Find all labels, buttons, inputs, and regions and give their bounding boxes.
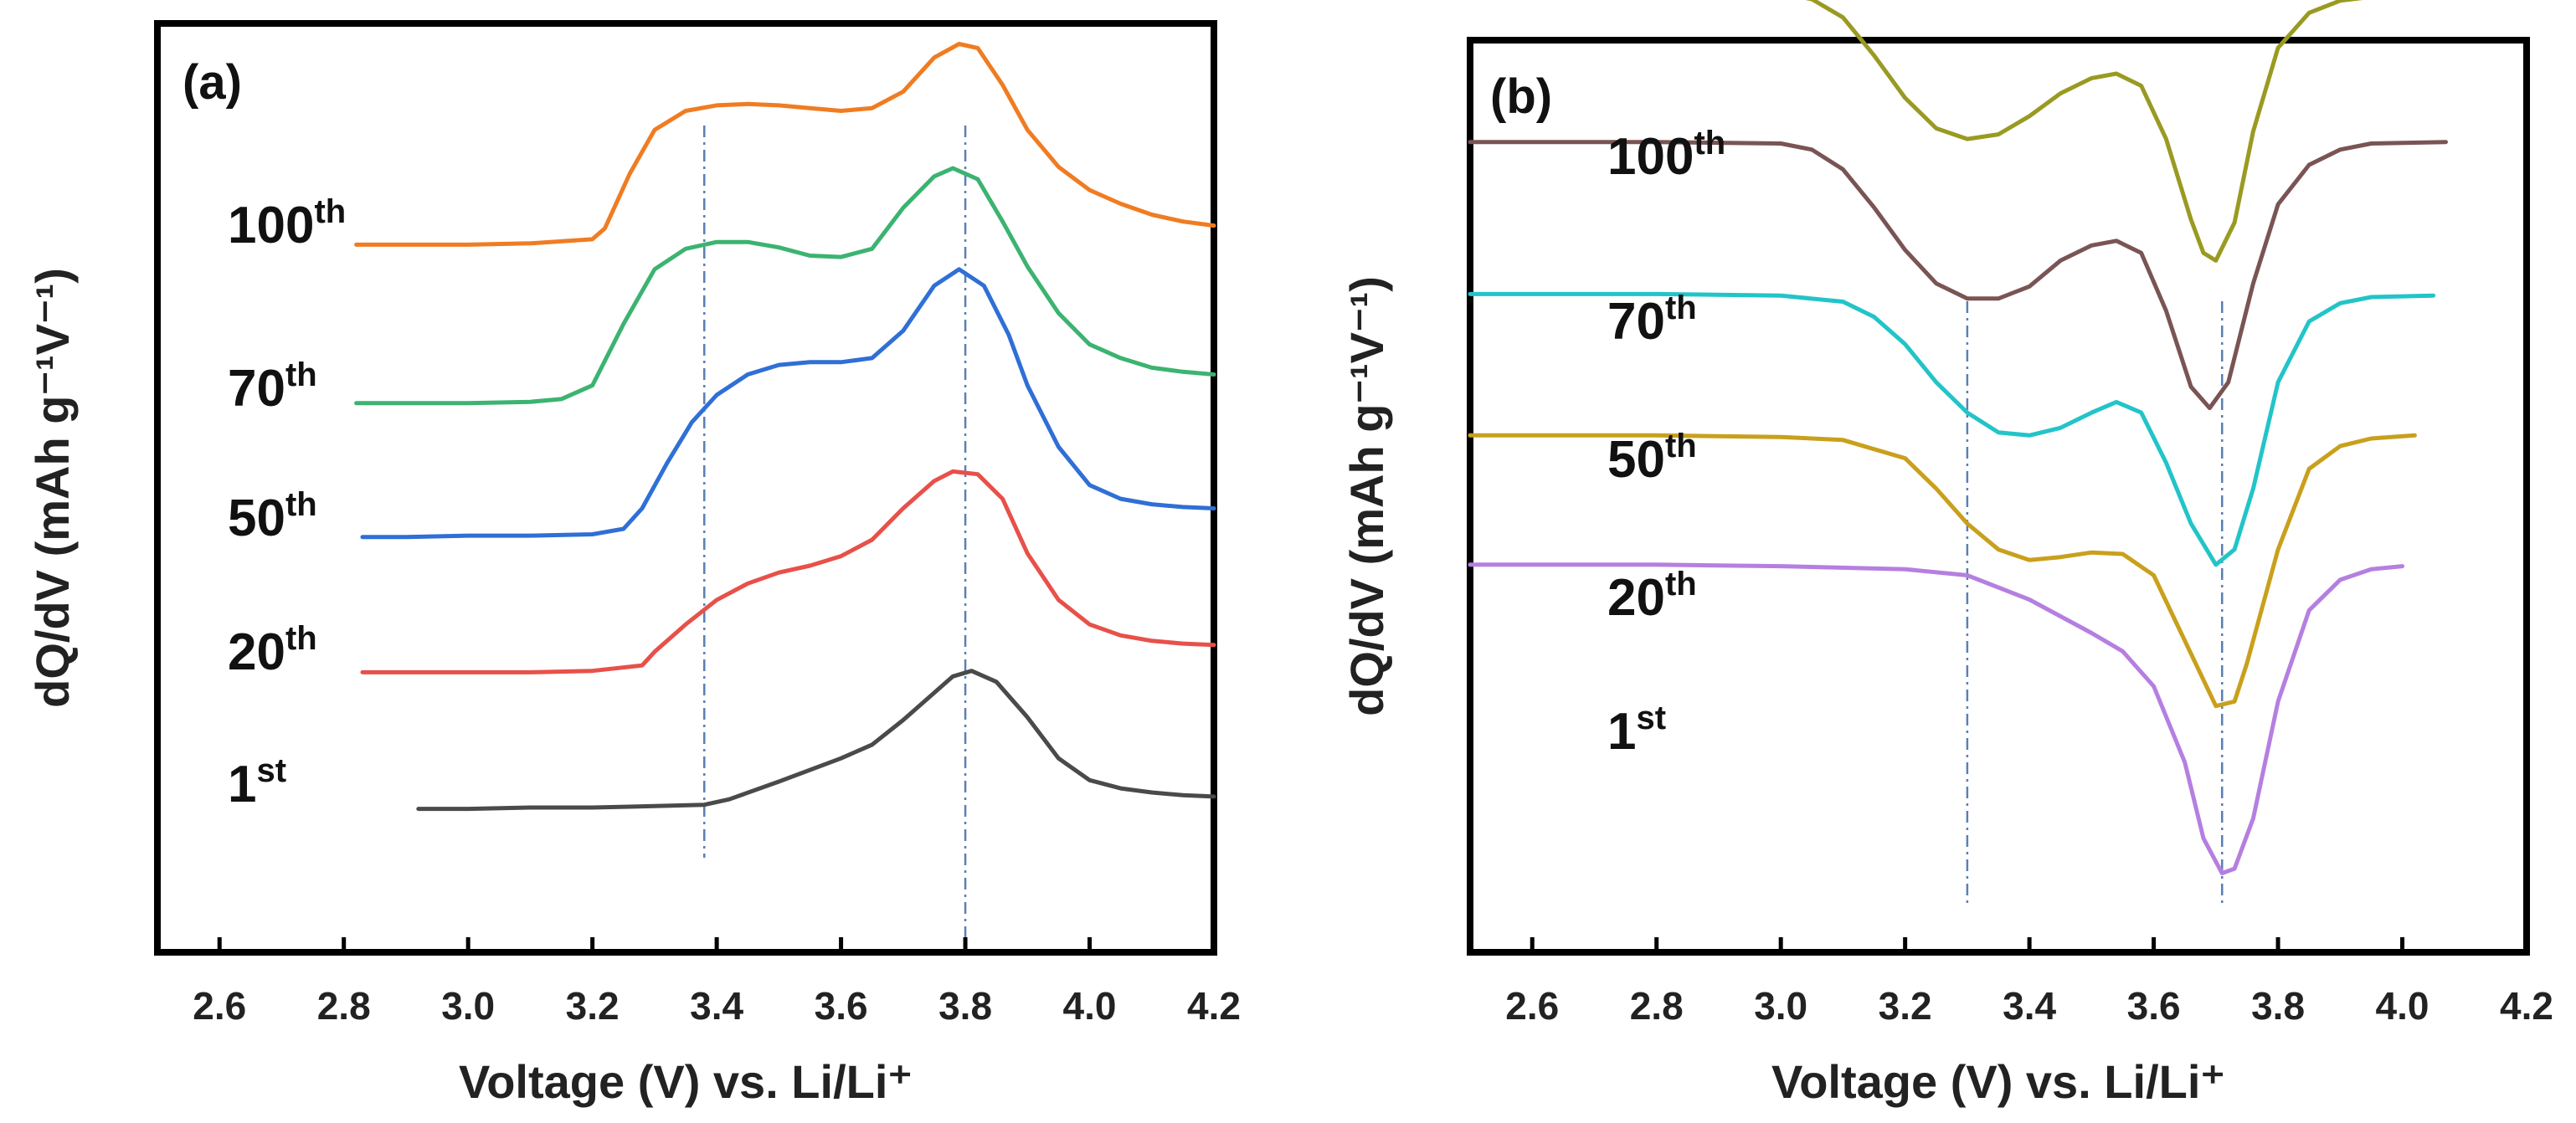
panel-a-series-line-100th [354, 42, 1216, 247]
panel-b-series-label-1st: 1st [1607, 700, 1666, 761]
panel-b-y-axis-title: dQ/dV (mAh g⁻¹V⁻¹) [1340, 276, 1393, 716]
panel-b-label: (b) [1490, 69, 1552, 124]
panel-b-x-tick-label: 3.4 [2003, 984, 2056, 1028]
panel-b-x-tick-label: 3.6 [2127, 984, 2181, 1028]
panel-b-series-labels: 1st 20th 50th 70th 100th [1607, 125, 1725, 761]
panel-b-x-tick-label: 4.2 [2500, 984, 2553, 1028]
panel-a: 2.6 2.8 3.0 3.2 3.4 3.6 3.8 4.0 4.2 1st 20th 50th 7… [26, 20, 1241, 1108]
panel-b-x-tick-label: 2.8 [1630, 984, 1684, 1028]
panel-a-x-tick-label: 3.6 [815, 984, 868, 1028]
panel-a-y-axis-title: dQ/dV (mAh g⁻¹V⁻¹) [26, 268, 79, 708]
panel-b-series-line-50th [1468, 291, 2436, 567]
panel-b-reference-lines [1966, 301, 2224, 908]
panel-a-x-ticks: 2.6 2.8 3.0 3.2 3.4 3.6 3.8 4.0 4.2 [193, 937, 1241, 1028]
panel-b-series-line-20th [1468, 433, 2417, 709]
panel-b-x-tick-label: 2.6 [1505, 984, 1559, 1028]
panel-a-plot-frame [154, 20, 1217, 956]
panel-a-series-label-1st: 1st [228, 752, 286, 813]
panel-b-series-lines [1468, 0, 2448, 875]
panel-a-reference-lines [703, 126, 967, 937]
panel-a-x-tick-label: 3.4 [690, 984, 743, 1028]
panel-a-x-tick-label: 4.2 [1187, 984, 1241, 1028]
panel-b-x-ticks: 2.6 2.8 3.0 3.2 3.4 3.6 3.8 4.0 4.2 [1505, 937, 2553, 1028]
panel-a-x-tick-label: 4.0 [1063, 984, 1117, 1028]
panel-b-series-label-70th: 70th [1607, 290, 1697, 351]
panel-b-series-label-20th: 20th [1607, 566, 1697, 627]
panel-a-series-label-100th: 100th [228, 193, 346, 254]
panel-b-plot-frame [1467, 37, 2530, 956]
panel-a-series-line-70th [354, 166, 1216, 406]
panel-b-x-tick-label: 4.0 [2376, 984, 2429, 1028]
panel-a-series-labels: 1st 20th 50th 70th 100th [228, 193, 346, 813]
panel-a-x-tick-label: 3.0 [441, 984, 495, 1028]
panel-a-series-line-20th [360, 469, 1216, 674]
panel-b-x-tick-label: 3.2 [1879, 984, 1932, 1028]
panel-a-x-tick-label: 2.6 [193, 984, 246, 1028]
panel-b-series-line-1st [1468, 562, 2404, 875]
panel-a-x-tick-label: 3.8 [938, 984, 992, 1028]
panel-b-series-label-100th: 100th [1607, 125, 1725, 186]
panel-a-series-label-70th: 70th [228, 356, 317, 418]
panel-b: 2.6 2.8 3.0 3.2 3.4 3.6 3.8 4.0 4.2 1st 20th 50th 7… [1340, 0, 2553, 1108]
panel-a-x-axis-title: Voltage (V) vs. Li/Li⁺ [459, 1055, 913, 1108]
panel-b-x-tick-label: 3.0 [1754, 984, 1807, 1028]
panel-b-series-label-50th: 50th [1607, 428, 1697, 489]
panel-a-series-line-50th [360, 267, 1216, 540]
panel-b-series-line-70th [1468, 140, 2448, 411]
panel-a-series-lines [354, 42, 1216, 812]
panel-a-label: (a) [183, 55, 242, 110]
panel-a-series-label-20th: 20th [228, 620, 317, 681]
panel-b-x-axis-title: Voltage (V) vs. Li/Li⁺ [1771, 1055, 2225, 1108]
panel-a-x-tick-label: 2.8 [317, 984, 371, 1028]
panel-a-series-line-1st [416, 669, 1216, 812]
panel-b-x-tick-label: 3.8 [2251, 984, 2305, 1028]
panel-a-x-tick-label: 3.2 [566, 984, 620, 1028]
panel-a-series-label-50th: 50th [228, 486, 317, 547]
panel-b-series-line-100th [1805, 0, 2363, 263]
